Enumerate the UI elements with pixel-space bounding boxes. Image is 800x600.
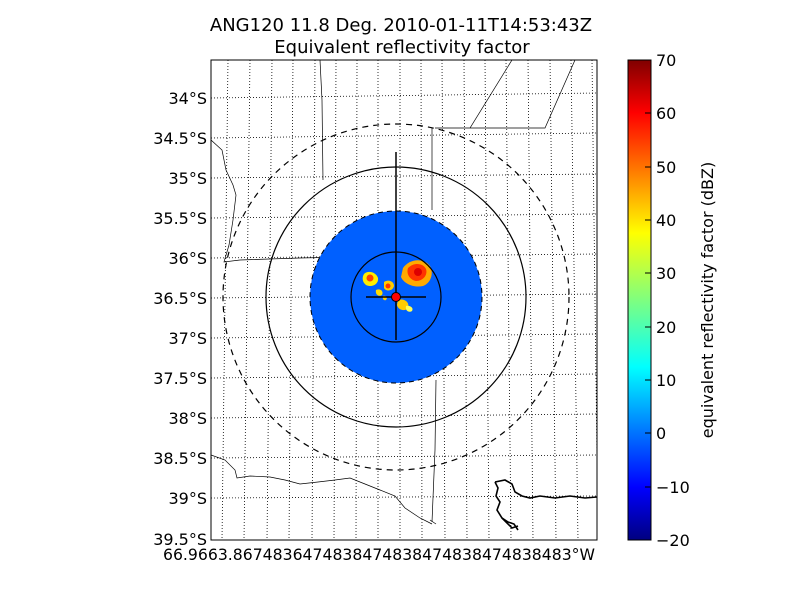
y-tick-label: 34.5°S bbox=[153, 129, 207, 148]
colorbar-tick-label: 50 bbox=[656, 158, 676, 177]
colorbar-tick-label: 20 bbox=[656, 318, 676, 337]
y-tick-label: 37°S bbox=[168, 329, 207, 348]
colorbar-label: equivalent reflectivity factor (dBZ) bbox=[698, 162, 717, 438]
colorbar-ticks bbox=[645, 112, 651, 488]
chart-title-line1: ANG120 11.8 Deg. 2010-01-11T14:53:43Z bbox=[210, 15, 592, 36]
plot-area bbox=[211, 60, 597, 540]
map-boundaries bbox=[211, 60, 576, 525]
plot-frame bbox=[210, 59, 598, 541]
colorbar-tick-label: 40 bbox=[656, 211, 676, 230]
y-tick-label: 36°S bbox=[168, 249, 207, 268]
coastline bbox=[494, 479, 597, 531]
y-tick-label: 39.5°S bbox=[153, 530, 207, 549]
y-tick-label: 35°S bbox=[168, 169, 207, 188]
colorbar-tick-label: −20 bbox=[656, 531, 690, 550]
y-tick-label: 35.5°S bbox=[153, 209, 207, 228]
radar-echoes bbox=[362, 260, 432, 312]
y-tick-label: 38°S bbox=[168, 409, 207, 428]
x-tick-labels: 66.9663.86748364748384748384748384748384… bbox=[163, 545, 595, 564]
colorbar-tick-label: 60 bbox=[656, 104, 676, 123]
y-tick-label: 38.5°S bbox=[153, 449, 207, 468]
radar-site-marker bbox=[391, 292, 401, 302]
colorbar-tick-label: 0 bbox=[656, 424, 666, 443]
colorbar-tick-label: 10 bbox=[656, 371, 676, 390]
colorbar-gradient bbox=[627, 59, 652, 541]
colorbar: 70 60 50 40 30 20 10 0 −10 −20 equivalen… bbox=[627, 51, 717, 550]
y-tick-label: 39°S bbox=[168, 489, 207, 508]
y-tick-label: 36.5°S bbox=[153, 289, 207, 308]
colorbar-tick-label: −10 bbox=[656, 478, 690, 497]
y-tick-label: 34°S bbox=[168, 89, 207, 108]
radar-coverage-outline bbox=[309, 210, 483, 384]
colorbar-tick-label: 30 bbox=[656, 264, 676, 283]
y-tick-label: 37.5°S bbox=[153, 369, 207, 388]
chart-title-line2: Equivalent reflectivity factor bbox=[274, 37, 530, 58]
colorbar-tick-label: 70 bbox=[656, 51, 676, 70]
range-rings bbox=[222, 123, 570, 471]
y-axis: 34°S 34.5°S 35°S 35.5°S 36°S 36.5°S 37°S… bbox=[153, 89, 207, 549]
